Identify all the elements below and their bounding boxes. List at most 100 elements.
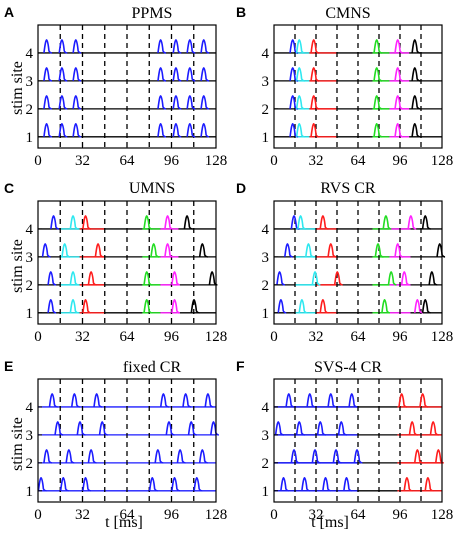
x-tick-label: 64 xyxy=(120,153,136,169)
spike-pulse xyxy=(43,95,53,110)
panel-letter: C xyxy=(4,180,14,196)
spike-pulse xyxy=(319,215,329,230)
spike-pulse xyxy=(200,95,210,110)
spike-pulse xyxy=(322,477,331,492)
x-tick-label: 0 xyxy=(270,329,278,345)
y-tick-label: 1 xyxy=(26,484,34,500)
spike-pulse xyxy=(373,123,383,138)
spike-pulse xyxy=(94,243,104,258)
panel-d: D RVS CR 1 2 3 4 0 32 64 96 128 xyxy=(236,180,453,345)
spike-pulse xyxy=(200,39,210,54)
x-tick-label: 64 xyxy=(351,507,367,523)
spike-pulse xyxy=(305,243,314,258)
spike-pulse xyxy=(58,39,68,54)
x-tick-label: 128 xyxy=(205,329,228,345)
y-axis-label: stim site xyxy=(9,239,26,293)
spike-pulse xyxy=(333,271,343,286)
y-tick-label: 4 xyxy=(26,46,34,62)
y-tick-label: 4 xyxy=(262,400,270,416)
spike-pulse xyxy=(157,95,167,110)
spike-pulse xyxy=(70,393,80,408)
spike-pulse xyxy=(98,421,108,436)
spike-pulse xyxy=(164,243,173,258)
x-tick-label: 0 xyxy=(34,153,42,169)
spike-pulse xyxy=(332,449,342,464)
x-tick-label: 64 xyxy=(351,329,367,345)
spike-pulse xyxy=(69,271,79,286)
spike-pulse xyxy=(58,67,68,82)
x-tick-label: 128 xyxy=(431,507,454,523)
spike-pulse xyxy=(157,67,167,82)
spike-pulse xyxy=(41,243,51,258)
spike-pulse xyxy=(319,299,329,314)
spike-pulse xyxy=(171,299,180,314)
spike-pulse xyxy=(176,449,186,464)
y-tick-label: 3 xyxy=(262,74,270,90)
spike-pulse xyxy=(295,39,305,54)
spike-pulse xyxy=(43,449,53,464)
spike-pulse xyxy=(398,393,408,408)
panel-b: B CMNS 1 2 3 4 0 32 64 96 128 xyxy=(236,4,453,169)
y-tick-label: 3 xyxy=(262,250,270,266)
panel-title: fixed CR xyxy=(123,359,182,376)
x-tick-label: 96 xyxy=(164,329,180,345)
y-tick-label: 3 xyxy=(26,428,34,444)
spike-pulse xyxy=(172,67,182,82)
spike-pulse xyxy=(164,215,173,230)
spike-pulse xyxy=(274,421,284,436)
spike-pulse xyxy=(421,299,431,314)
spike-pulse xyxy=(381,299,390,314)
x-tick-label: 32 xyxy=(309,507,324,523)
spike-pulse xyxy=(424,477,434,492)
spike-pulse xyxy=(65,449,75,464)
spike-pulse xyxy=(43,123,53,138)
spike-pulse xyxy=(301,477,310,492)
x-tick-label: 128 xyxy=(205,507,228,523)
spike-pulse xyxy=(165,421,175,436)
y-tick-label: 1 xyxy=(26,130,34,146)
spike-pulse xyxy=(408,421,418,436)
spike-pulse xyxy=(428,271,438,286)
panel-a: A PPMS stim site 1 2 3 4 0 32 64 96 128 xyxy=(4,4,227,169)
spike-pulse xyxy=(72,39,82,54)
spike-pulse xyxy=(50,215,59,230)
x-tick-label: 128 xyxy=(431,329,454,345)
y-tick-label: 4 xyxy=(26,400,34,416)
y-tick-label: 2 xyxy=(26,102,34,118)
y-tick-label: 4 xyxy=(262,46,270,62)
spike-pulse xyxy=(290,449,300,464)
y-tick-label: 1 xyxy=(262,306,270,322)
panel-letter: D xyxy=(236,180,246,196)
spike-pulse xyxy=(157,39,167,54)
panel-e: E fixed CR stim site t [ms] 1 2 3 4 0 32 64 96 1… xyxy=(4,358,227,531)
spike-pulse xyxy=(61,243,71,258)
spike-pulse xyxy=(87,449,97,464)
spike-pulse xyxy=(72,95,82,110)
spike-pulse xyxy=(82,215,91,230)
spike-pulse xyxy=(76,421,86,436)
spike-pulse xyxy=(172,123,182,138)
y-tick-label: 3 xyxy=(26,250,34,266)
spike-pulse xyxy=(47,271,57,286)
panel-title: RVS CR xyxy=(320,180,376,197)
spike-pulse xyxy=(394,67,404,82)
spike-pulse xyxy=(157,123,167,138)
spike-pulse xyxy=(429,421,439,436)
spike-pulse xyxy=(387,271,397,286)
x-tick-label: 32 xyxy=(309,329,324,345)
spike-pulse xyxy=(87,271,97,286)
spike-pulse xyxy=(277,299,287,314)
spike-pulse xyxy=(82,477,91,492)
spike-pulse xyxy=(143,299,153,314)
spike-pulse xyxy=(59,477,69,492)
spike-pulse xyxy=(148,477,158,492)
spike-pulse xyxy=(306,393,316,408)
spike-pulse xyxy=(400,271,410,286)
spike-pulse xyxy=(298,299,308,314)
spike-pulse xyxy=(413,299,423,314)
spike-pulse xyxy=(183,215,193,230)
spike-pulse xyxy=(190,299,200,314)
panel-title: PPMS xyxy=(132,5,173,22)
spike-pulse xyxy=(403,477,413,492)
